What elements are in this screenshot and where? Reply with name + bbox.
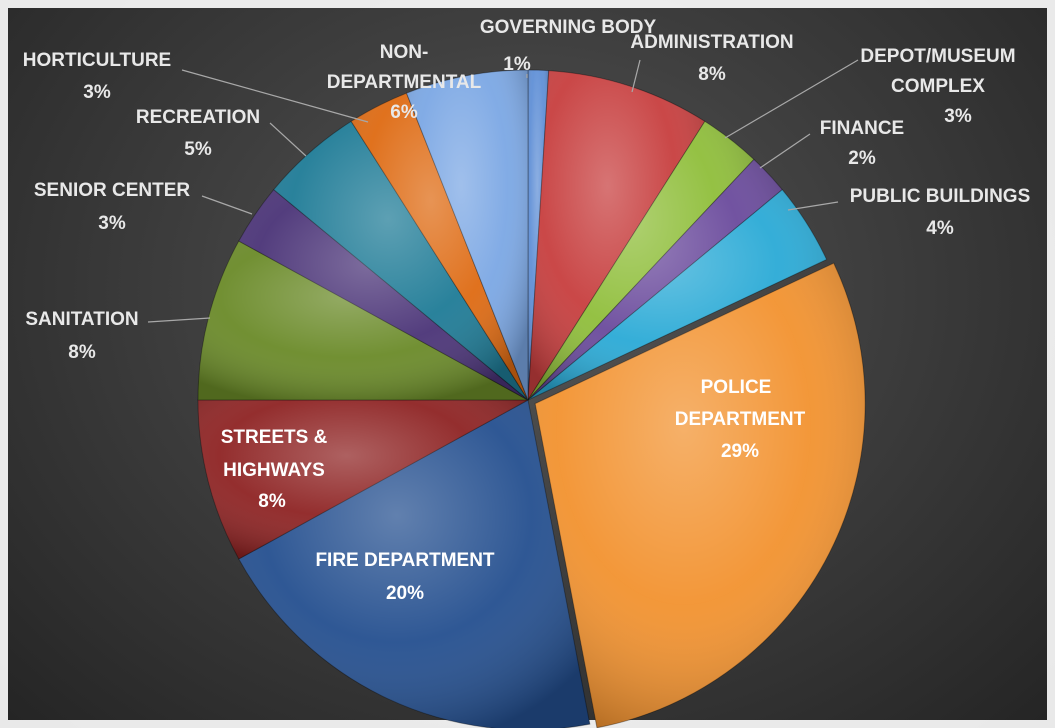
leader-line-administration: [631, 59, 641, 93]
data-label-category-public-buildings: PUBLIC BUILDINGS: [850, 186, 1031, 207]
data-label-percent-recreation: 5%: [184, 139, 212, 160]
data-label-percent-depot-museum-complex: 3%: [944, 106, 972, 127]
data-label-category-police-department: POLICE: [701, 377, 772, 398]
data-label-percent-sanitation: 8%: [68, 342, 96, 363]
data-label-category-finance: FINANCE: [820, 118, 904, 139]
data-label-percent-senior-center: 3%: [98, 213, 126, 234]
leader-line-horticulture: [181, 69, 369, 123]
data-label-category-fire-department: FIRE DEPARTMENT: [315, 550, 494, 571]
data-label-category-police-department: DEPARTMENT: [675, 409, 806, 430]
leader-line-sanitation: [147, 317, 211, 323]
leader-line-finance: [759, 133, 811, 169]
data-label-percent-police-department: 29%: [721, 441, 759, 462]
data-label-percent-public-buildings: 4%: [926, 218, 954, 239]
data-label-category-sanitation: SANITATION: [25, 309, 138, 330]
data-label-category-governing-body: GOVERNING BODY: [480, 17, 657, 38]
leader-line-public-buildings: [787, 201, 839, 211]
data-label-category-streets-and-highways: HIGHWAYS: [223, 460, 325, 481]
data-label-percent-streets-and-highways: 8%: [258, 491, 286, 512]
data-label-category-horticulture: HORTICULTURE: [23, 50, 171, 71]
data-label-percent-governing-body: 1%: [503, 54, 531, 75]
data-label-category-depot-museum-complex: COMPLEX: [891, 76, 985, 97]
data-label-category-recreation: RECREATION: [136, 107, 260, 128]
leader-line-recreation: [269, 122, 307, 157]
data-label-percent-finance: 2%: [848, 148, 876, 169]
data-label-category-streets-and-highways: STREETS &: [221, 427, 328, 448]
data-label-percent-fire-department: 20%: [386, 583, 424, 604]
leader-line-senior-center: [201, 195, 253, 215]
data-label-percent-administration: 8%: [698, 64, 726, 85]
data-label-percent-non-departmental: 6%: [390, 102, 418, 123]
leader-line-depot-museum-complex: [724, 59, 859, 139]
data-label-category-administration: ADMINISTRATION: [630, 32, 793, 53]
data-label-category-senior-center: SENIOR CENTER: [34, 180, 191, 201]
data-label-category-non-departmental: DEPARTMENTAL: [327, 72, 482, 93]
data-label-category-non-departmental: NON-: [380, 42, 429, 63]
data-label-category-depot-museum-complex: DEPOT/MUSEUM: [860, 46, 1015, 67]
data-label-percent-horticulture: 3%: [83, 82, 111, 103]
